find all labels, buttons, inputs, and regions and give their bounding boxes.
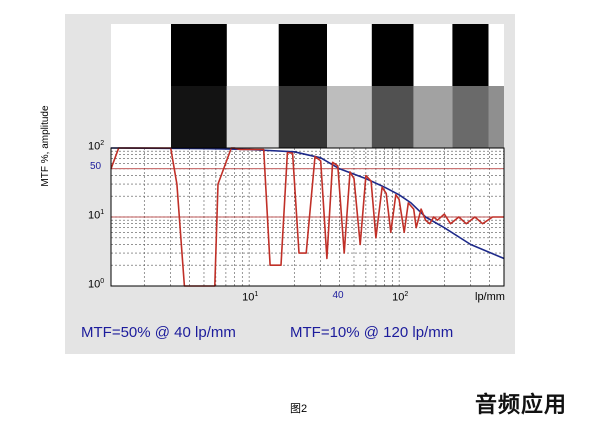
blurred-bar bbox=[278, 86, 327, 148]
figure-caption: 图2 bbox=[290, 403, 308, 415]
x-tick-label: 102 bbox=[392, 291, 409, 304]
y-tick-label: 50 bbox=[90, 160, 102, 172]
y-tick-label: 101 bbox=[88, 209, 105, 222]
plot-frame bbox=[110, 147, 505, 287]
sharp-bar bbox=[278, 24, 327, 86]
x-axis-unit-label: lp/mm bbox=[475, 291, 505, 303]
watermark-text: 音频应用 bbox=[475, 393, 568, 418]
bar-pattern-svg bbox=[111, 24, 523, 148]
sharp-bar bbox=[171, 24, 227, 86]
y-tick-label: 100 bbox=[88, 278, 105, 291]
y-tick-label: 102 bbox=[88, 140, 105, 153]
sharp-bar bbox=[452, 24, 489, 86]
blurred-bar bbox=[371, 86, 414, 148]
blurred-gap bbox=[111, 86, 171, 148]
blurred-bar bbox=[452, 86, 489, 148]
mtf10-summary: MTF=10% @ 120 lp/mm bbox=[290, 324, 454, 341]
bar-target-pattern bbox=[111, 24, 523, 148]
sharp-bar bbox=[371, 24, 414, 86]
blurred-gap bbox=[327, 86, 372, 148]
blurred-gap bbox=[226, 86, 279, 148]
mtf50-summary: MTF=50% @ 40 lp/mm bbox=[81, 324, 236, 341]
mtf-plot bbox=[110, 147, 505, 287]
blurred-gap bbox=[413, 86, 453, 148]
y-axis-label: MTF %, amplitude bbox=[40, 105, 51, 187]
blurred-bar bbox=[171, 86, 227, 148]
x-tick-label: 40 bbox=[332, 290, 344, 301]
x-tick-label: 101 bbox=[242, 291, 259, 304]
